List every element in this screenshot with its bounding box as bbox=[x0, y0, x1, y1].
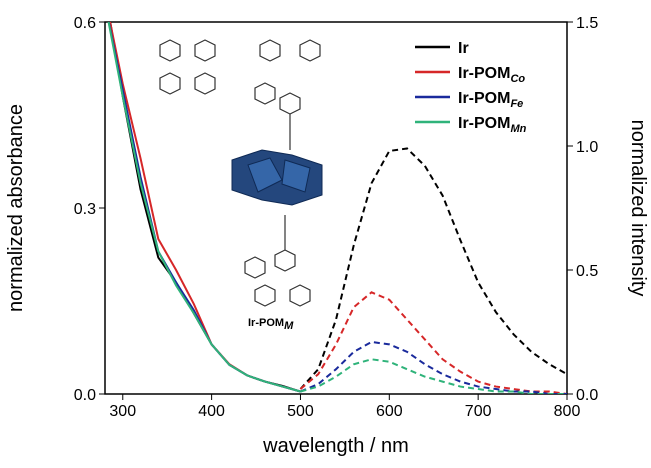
legend-entry: Ir-POMCo bbox=[458, 65, 525, 85]
legend-subscript: Mn bbox=[510, 123, 526, 135]
y-tick-label: 0.3 bbox=[74, 201, 96, 218]
x-tick-label: 600 bbox=[376, 403, 403, 420]
legend-name: Ir-POM bbox=[458, 65, 510, 82]
chart: Ir-POMM wavelength / nm normalized absor… bbox=[0, 0, 651, 463]
y2-axis-title: normalized intensity bbox=[627, 120, 649, 297]
x-tick-label: 700 bbox=[465, 403, 492, 420]
y-axis-title: normalized absorbance bbox=[5, 104, 27, 312]
y2-tick-label: 0.0 bbox=[576, 387, 598, 404]
legend-entry: Ir bbox=[458, 40, 469, 57]
page: {"chart_data": {"type": "line", "xlabel"… bbox=[0, 0, 651, 468]
x-tick-label: 300 bbox=[109, 403, 136, 420]
legend-entry: Ir-POMFe bbox=[458, 90, 523, 110]
x-tick-label: 500 bbox=[287, 403, 314, 420]
x-tick-label: 800 bbox=[554, 403, 581, 420]
legend-subscript: Fe bbox=[510, 98, 523, 110]
y-tick-label: 0.0 bbox=[74, 387, 96, 404]
legend-name: Ir bbox=[458, 40, 469, 57]
legend-name: Ir-POM bbox=[458, 115, 510, 132]
emission-line bbox=[300, 148, 567, 389]
y-tick-label: 0.6 bbox=[74, 15, 96, 32]
legend-subscript: Co bbox=[510, 73, 525, 85]
annotation: Ir-POMM bbox=[248, 317, 294, 332]
emission-line bbox=[300, 359, 567, 394]
y2-tick-label: 1.0 bbox=[576, 139, 598, 156]
emission-line bbox=[300, 342, 567, 394]
y2-tick-label: 1.5 bbox=[576, 15, 598, 32]
pom-cluster bbox=[232, 150, 322, 205]
annotation-subscript: M bbox=[284, 320, 294, 332]
legend-entry: Ir-POMMn bbox=[458, 115, 527, 135]
annotation-text: Ir-POM bbox=[248, 317, 284, 329]
x-tick-label: 400 bbox=[198, 403, 225, 420]
y2-tick-label: 0.5 bbox=[576, 263, 598, 280]
x-axis-title: wavelength / nm bbox=[262, 435, 409, 457]
legend-name: Ir-POM bbox=[458, 90, 510, 107]
